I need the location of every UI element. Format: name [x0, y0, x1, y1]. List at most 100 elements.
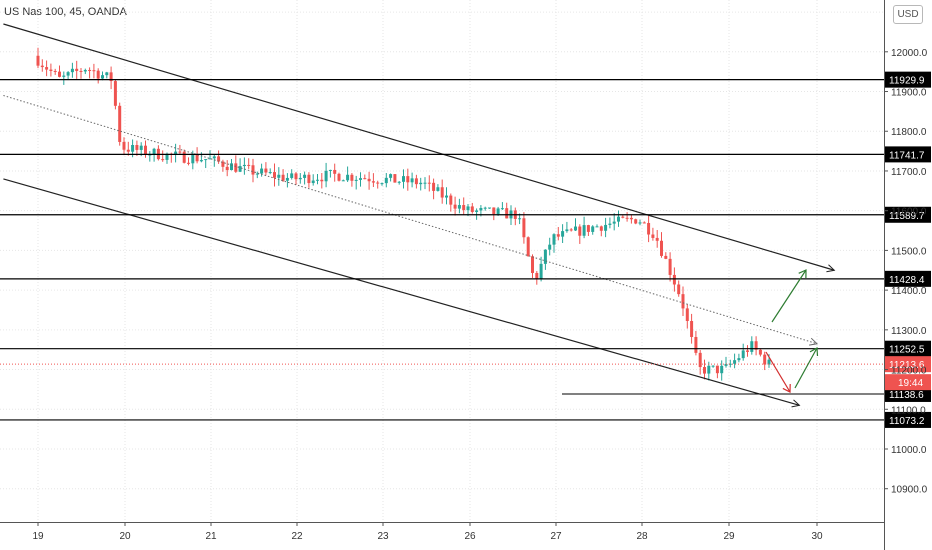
candle: [423, 177, 427, 190]
level-label: 11428.4: [889, 275, 925, 286]
candle-body: [746, 350, 749, 352]
candle: [599, 225, 603, 237]
candle-body: [763, 354, 767, 365]
candle-body: [535, 272, 539, 280]
candle: [548, 237, 552, 256]
candle-body: [741, 350, 745, 359]
trendline-arrowhead: [826, 264, 836, 273]
candle: [634, 218, 638, 225]
candle-body: [264, 168, 268, 173]
level-label-bg: [885, 411, 931, 428]
candle-body: [105, 72, 109, 76]
candle-body: [113, 81, 117, 106]
candle-body: [578, 226, 582, 236]
level-label-bg: [885, 71, 931, 88]
candle-body: [707, 365, 711, 374]
candle-body: [199, 160, 203, 162]
candle-body: [561, 231, 565, 237]
candle: [672, 267, 676, 292]
candle: [561, 224, 565, 243]
candle: [389, 173, 393, 182]
candle-body: [285, 177, 289, 181]
candle: [651, 227, 655, 241]
level-label: 11741.7: [889, 150, 925, 161]
candle: [324, 162, 328, 188]
candle-body: [453, 204, 457, 209]
candle-body: [475, 210, 479, 212]
horizontal-levels: 11929.9 11741.7 11589.7 11428.4 11252.5 11138…: [0, 71, 931, 428]
candle-body: [754, 341, 758, 350]
candle-body: [586, 225, 590, 232]
candle-body: [139, 145, 143, 150]
bearish-arrow: [765, 351, 791, 393]
candle-body: [677, 284, 681, 295]
time-tick-label: 19: [32, 531, 44, 542]
candle: [221, 159, 225, 172]
candle: [40, 59, 44, 72]
candle: [741, 343, 745, 361]
candle-body: [604, 224, 608, 231]
candle: [251, 158, 255, 183]
candle-body: [432, 182, 436, 191]
candle-body: [182, 151, 186, 163]
candle: [526, 236, 530, 257]
price-tick-label: 11500.0: [891, 246, 927, 257]
candle-body: [109, 72, 113, 82]
candle-body: [703, 367, 706, 374]
candle: [88, 67, 92, 79]
candle: [255, 171, 259, 179]
candle: [62, 71, 66, 85]
candle-body: [311, 180, 315, 184]
candle-body: [337, 173, 341, 181]
candle: [668, 252, 672, 282]
price-tick-label: 10900.0: [891, 485, 928, 496]
price-tick-label: 11200.0: [891, 366, 927, 377]
candle: [595, 224, 599, 228]
candle: [737, 353, 741, 363]
candle: [380, 182, 384, 186]
candle-body: [268, 172, 272, 174]
candle: [212, 154, 216, 167]
candle-body: [660, 240, 663, 256]
candle-body: [720, 365, 724, 374]
candle-body: [83, 69, 87, 72]
candle: [617, 210, 620, 227]
candle: [320, 173, 324, 189]
candle-body: [479, 208, 483, 211]
price-tick-label: 11000.0: [891, 445, 927, 456]
candle-body: [414, 178, 418, 185]
candle: [707, 361, 711, 381]
candle: [535, 271, 539, 285]
bearish-arrow-head: [782, 383, 791, 393]
price-tick-label: 11100.0: [891, 405, 926, 416]
trendlines: [3, 23, 836, 408]
candle-body: [238, 166, 242, 172]
currency-button[interactable]: USD: [893, 5, 923, 24]
candle-body: [397, 181, 401, 183]
candle: [156, 145, 160, 161]
candle: [733, 353, 737, 369]
candle: [75, 60, 79, 79]
candle: [53, 68, 57, 75]
candle: [371, 173, 375, 188]
candle-body: [621, 216, 625, 218]
candle-body: [715, 365, 719, 374]
candle: [354, 175, 358, 190]
level-label-bg: [885, 270, 931, 287]
candle-body: [758, 349, 762, 355]
price-axis-ticks: 10900.0 11000.0 11100.0 11200.0 11300.0 11400…: [884, 48, 928, 496]
candle: [277, 167, 281, 186]
time-tick-label: 20: [119, 531, 131, 542]
candle: [367, 171, 371, 190]
candle-body: [445, 195, 448, 198]
candle-body: [135, 145, 139, 150]
candle-body: [664, 255, 668, 259]
candle-body: [277, 174, 281, 178]
candle-body: [122, 141, 126, 150]
candle: [113, 79, 117, 110]
candle: [45, 60, 49, 77]
candle-body: [66, 72, 70, 76]
candle: [225, 160, 229, 177]
